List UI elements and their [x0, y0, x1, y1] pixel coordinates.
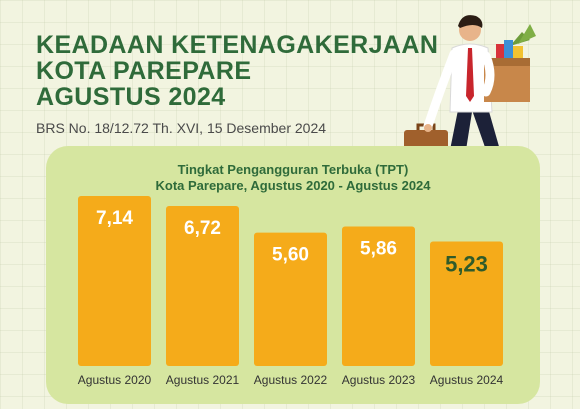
bar-1 [78, 196, 151, 366]
value-label-1: 7,14 [96, 208, 133, 229]
bar-4 [342, 226, 415, 366]
value-label-3: 5,60 [272, 245, 309, 266]
bar-2 [166, 206, 239, 366]
chart-title: Tingkat Pengangguran Terbuka (TPT) [177, 162, 409, 177]
category-label-3: Agustus 2022 [254, 373, 328, 387]
page-title: KEADAAN KETENAGAKERJAAN KOTA PAREPARE AG… [36, 32, 438, 110]
value-label-4: 5,86 [360, 238, 397, 259]
category-label-4: Agustus 2023 [342, 373, 416, 387]
category-label-5: Agustus 2024 [430, 373, 504, 387]
value-label-2: 6,72 [184, 218, 221, 239]
title-line-1: KEADAAN KETENAGAKERJAAN [36, 31, 439, 59]
chart-title-block: Tingkat Pengangguran Terbuka (TPT) Kota … [46, 162, 540, 194]
businessman-illustration [404, 15, 536, 150]
category-label-2: Agustus 2021 [166, 373, 240, 387]
bar-5 [430, 241, 503, 366]
title-line-3: AGUSTUS 2024 [36, 83, 226, 111]
chart-subtitle: Kota Parepare, Agustus 2020 - Agustus 20… [155, 178, 431, 193]
value-label-5: 5,23 [445, 251, 488, 276]
category-label-1: Agustus 2020 [78, 373, 152, 387]
bar-3 [254, 232, 327, 366]
release-info: BRS No. 18/12.72 Th. XVI, 15 Desember 20… [36, 120, 327, 136]
title-line-2: KOTA PAREPARE [36, 57, 252, 85]
